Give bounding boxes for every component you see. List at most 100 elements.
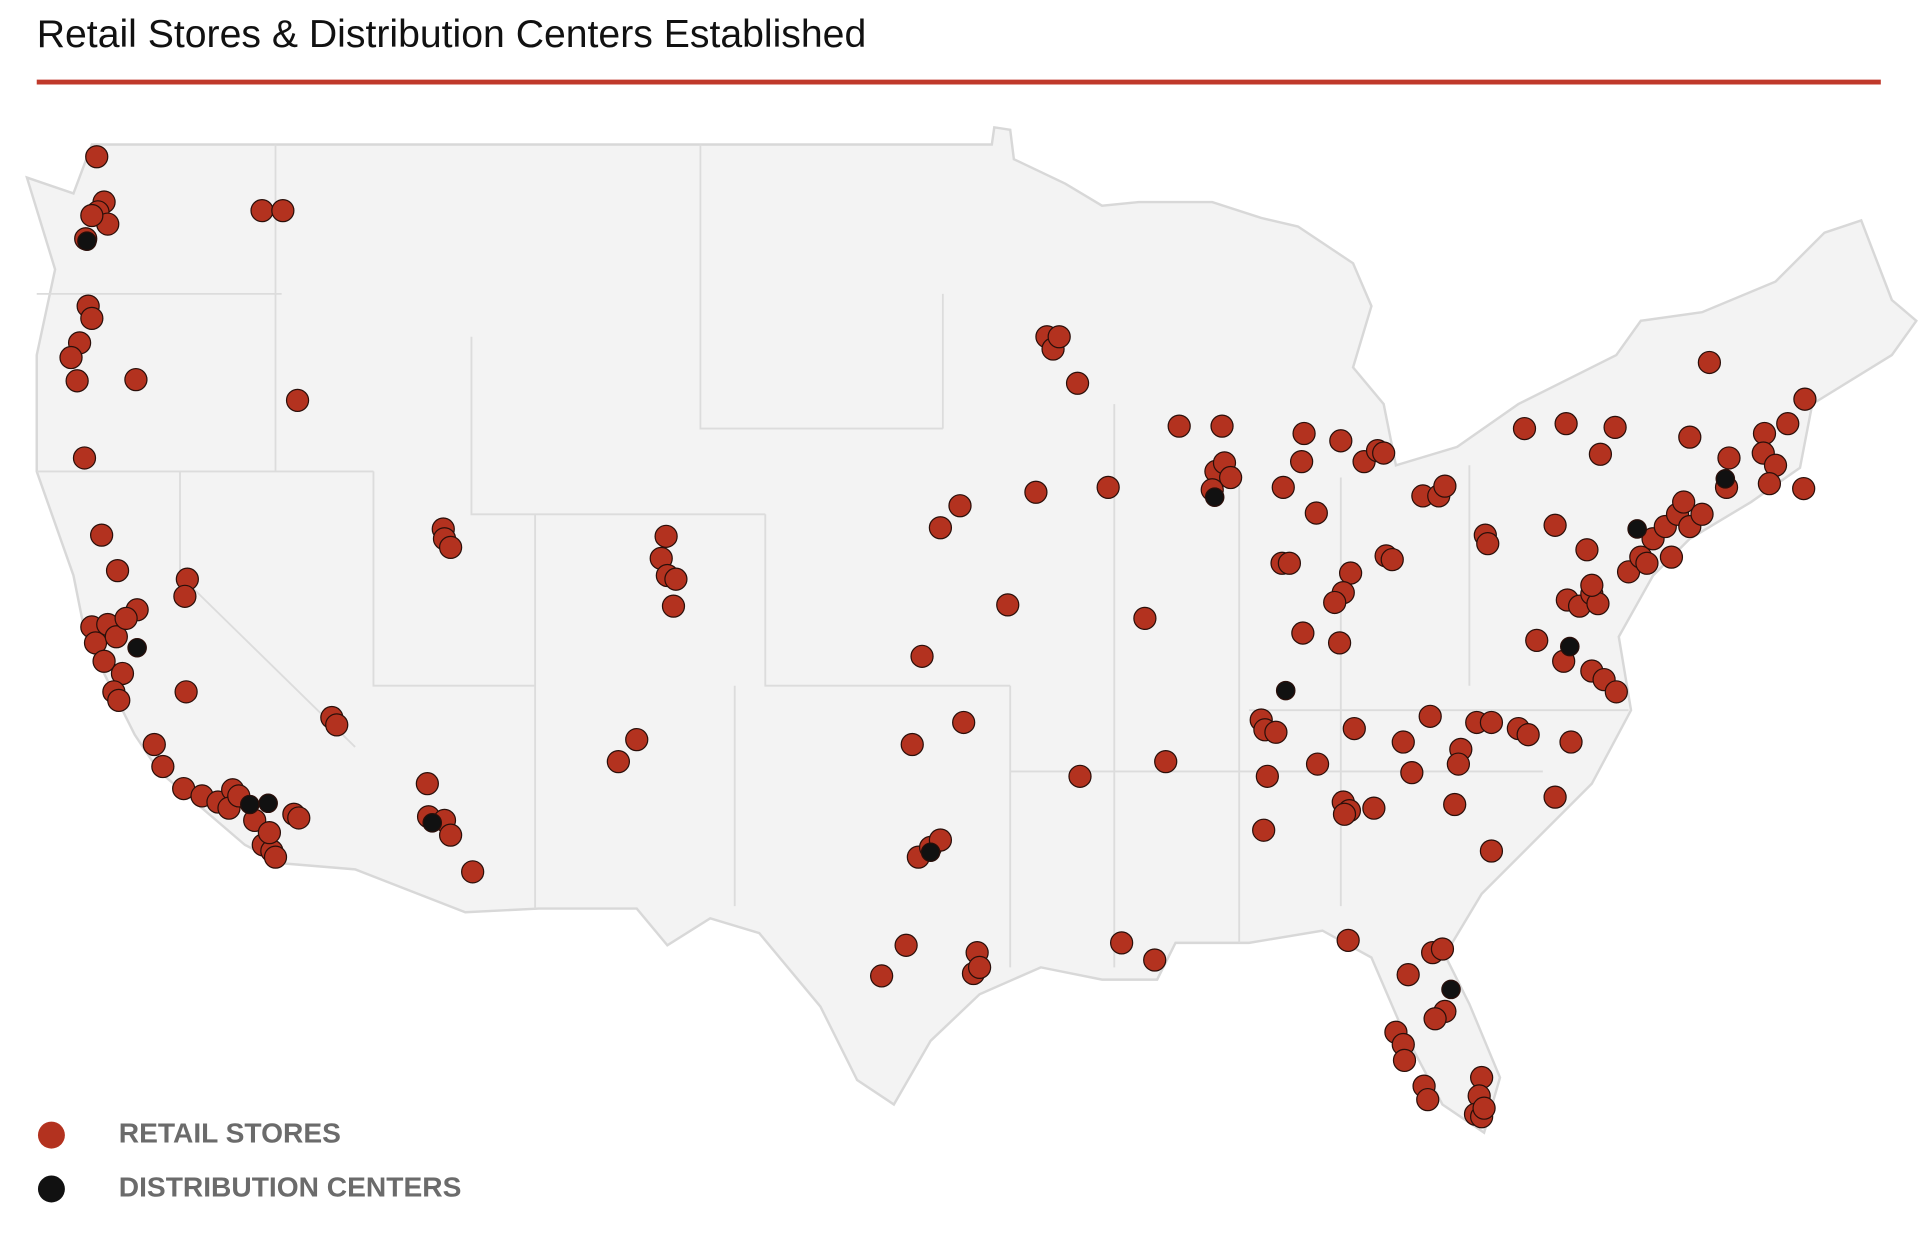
retail-store-dot [1433, 474, 1457, 498]
retail-store-dot [1143, 948, 1167, 972]
retail-store-dot [1305, 752, 1330, 776]
retail-store-dot [1543, 513, 1567, 537]
retail-store-dot [263, 845, 288, 869]
retail-store-dot [1400, 761, 1424, 785]
retail-store-dot [1690, 502, 1714, 526]
retail-store-dot [1659, 545, 1684, 569]
distribution-center-dot [422, 813, 443, 833]
retail-store-dot [1110, 931, 1134, 955]
distribution-center-dot [127, 637, 147, 658]
retail-store-dot [894, 933, 918, 957]
retail-store-dot [1543, 785, 1567, 809]
retail-store-dot [1396, 963, 1420, 987]
retail-store-dot [1271, 475, 1295, 499]
retail-store-dot [438, 535, 463, 559]
retail-store-dot [1672, 490, 1696, 514]
retail-store-dot [1210, 414, 1234, 438]
retail-store-dot [1472, 1096, 1496, 1120]
retail-store-dot [1792, 476, 1816, 501]
retail-store-dot [1291, 621, 1315, 645]
retail-store-dot [107, 688, 131, 713]
distribution-center-dot [1275, 680, 1296, 701]
retail-store-dot [1635, 551, 1659, 575]
retail-store-dot [1776, 412, 1800, 436]
distribution-center-dot [258, 793, 278, 814]
retail-store-dot [1391, 730, 1415, 754]
distribution-center-dot [1441, 979, 1461, 1000]
retail-store-dot [90, 523, 114, 547]
retail-store-dot [1327, 631, 1352, 655]
retail-store-dot [285, 388, 310, 413]
retail-store-dot [1588, 442, 1613, 466]
retail-store-dot [1362, 796, 1386, 820]
retail-store-dot [124, 367, 148, 392]
retail-store-dot [1277, 551, 1302, 575]
retail-store-dot [325, 713, 349, 737]
legend-swatch [37, 1121, 65, 1149]
retail-store-dot [1338, 561, 1363, 585]
retail-store-dot [1678, 425, 1702, 449]
retail-store-dot [1133, 606, 1157, 630]
retail-store-dot [1443, 792, 1467, 817]
retail-store-dot [257, 821, 282, 845]
retail-store-dot [1047, 325, 1071, 349]
retail-store-dot [151, 754, 175, 779]
us-outline [25, 125, 1918, 1135]
retail-store-dot [1430, 937, 1455, 961]
retail-store-dot [85, 145, 109, 169]
retail-store-dot [72, 446, 97, 470]
retail-store-dot [1757, 472, 1782, 496]
retail-store-dot [664, 567, 688, 591]
retail-store-dot [900, 732, 924, 757]
retail-store-dot [104, 625, 128, 649]
retail-store-dot [105, 558, 130, 583]
retail-store-dot [250, 198, 274, 223]
retail-store-dot [1423, 1007, 1447, 1031]
retail-store-dot [1580, 573, 1604, 597]
retail-store-dot [1479, 839, 1504, 863]
distribution-center-dot [1627, 519, 1647, 539]
retail-store-dot [1264, 720, 1288, 744]
legend: RETAIL STORES DISTRIBUTION CENTERS [37, 1118, 461, 1203]
retail-store-dot [1476, 532, 1500, 556]
retail-store-dot [1290, 450, 1314, 474]
dot-layer [59, 145, 1817, 1129]
retail-store-dot [654, 524, 678, 548]
retail-store-dot [461, 860, 485, 884]
retail-store-dot [1380, 547, 1404, 572]
retail-store-dot [1096, 475, 1120, 499]
retail-store-dot [1392, 1048, 1417, 1073]
retail-store-dot [1512, 416, 1537, 441]
distribution-center-dot [1204, 487, 1225, 507]
retail-store-dot [1446, 752, 1471, 776]
retail-store-dot [1559, 730, 1583, 754]
retail-store-dot [870, 964, 894, 988]
retail-store-dot [1252, 818, 1276, 842]
retail-store-dot [1554, 412, 1578, 436]
retail-store-dot [1416, 1087, 1440, 1112]
retail-store-dot [1342, 716, 1366, 741]
retail-store-dot [1323, 590, 1347, 615]
retail-store-dot [1292, 421, 1316, 446]
retail-store-dot [1167, 414, 1191, 438]
distribution-center-dot [1560, 636, 1580, 657]
retail-store-dot [1332, 802, 1357, 826]
map-title: Retail Stores & Distribution Centers Est… [37, 13, 867, 56]
retail-store-dot [1516, 723, 1540, 747]
retail-store-dot [65, 369, 89, 393]
retail-store-dot [1154, 750, 1178, 774]
retail-store-dot [271, 198, 295, 223]
retail-store-dot [287, 806, 311, 830]
retail-store-dot [1752, 421, 1777, 446]
retail-store-dot [1065, 371, 1090, 395]
retail-store-dot [996, 593, 1020, 617]
retail-store-dot [1697, 350, 1722, 375]
retail-store-dot [438, 823, 463, 847]
retail-store-dot [1218, 465, 1243, 490]
legend-label: RETAIL STORES [119, 1118, 341, 1149]
retail-store-dot [1372, 441, 1396, 465]
retail-store-dot [967, 955, 992, 979]
retail-store-dot [1024, 480, 1048, 504]
